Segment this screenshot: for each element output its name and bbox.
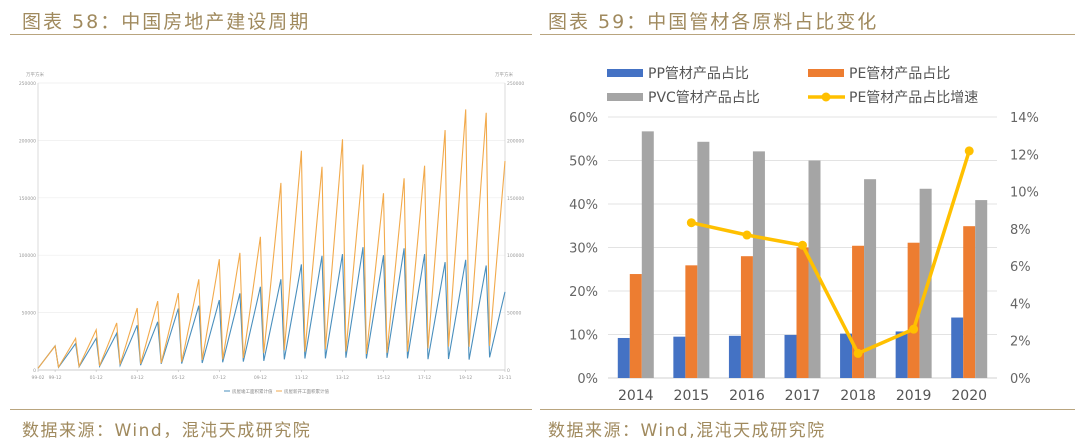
legend-marker	[821, 92, 831, 102]
y-tick-label-left: 50000	[22, 311, 36, 317]
left-title-divider	[10, 34, 532, 35]
y-tick-label-right: 2%	[1010, 335, 1031, 350]
line-marker	[853, 348, 863, 358]
bar-PVC管材产品占比-2019	[919, 188, 932, 378]
y-tick-label-right: 12%	[1010, 148, 1039, 163]
bar-PVC管材产品占比-2020	[975, 200, 988, 378]
x-tick-label: 09-12	[254, 375, 267, 381]
legend-label: PE管材产品占比	[849, 66, 950, 82]
bar-PP管材产品占比-2017	[784, 334, 797, 378]
legend-swatch	[607, 93, 643, 101]
y-tick-label-left: 60%	[569, 111, 598, 126]
right-figure-title: 图表 59：中国管材各原料占比变化	[548, 11, 879, 33]
x-tick-label: 2017	[785, 388, 821, 404]
right-source-note: 数据来源：Wind,混沌天成研究院	[548, 421, 826, 441]
y-tick-label-left: 0	[33, 368, 36, 374]
bar-PVC管材产品占比-2014	[641, 131, 654, 378]
x-tick-label: 21-11	[498, 375, 511, 381]
y-tick-label-right: 200000	[507, 138, 524, 144]
line-marker	[686, 218, 696, 228]
y-tick-label-right: 0	[507, 368, 510, 374]
left-source-divider	[10, 409, 532, 410]
line-marker	[798, 240, 807, 250]
bar-PE管材产品占比-2019	[907, 242, 920, 378]
y-tick-label-left: 40%	[569, 198, 598, 213]
series-line-pe-growth	[690, 150, 971, 356]
y-tick-label-left: 50%	[569, 155, 598, 170]
bar-PE管材产品占比-2020	[963, 226, 976, 378]
y-tick-label-right: 100000	[507, 253, 524, 259]
y-tick-label-right: 150000	[507, 196, 524, 202]
x-tick-label: 17-12	[418, 375, 431, 381]
x-tick-label: 01-12	[90, 375, 103, 381]
line-marker	[742, 230, 752, 240]
line-marker	[964, 146, 974, 156]
y-tick-label-left: 0%	[577, 372, 598, 387]
x-tick-label: 13-12	[336, 375, 349, 381]
x-tick-label: 15-12	[377, 375, 390, 381]
x-tick-label: 2015	[674, 388, 710, 404]
x-tick-label: 11-12	[295, 375, 308, 381]
y-tick-label-left: 10%	[569, 329, 598, 344]
bar-PP管材产品占比-2014	[617, 337, 630, 378]
y-tick-label-left: 20%	[569, 285, 598, 300]
bar-PP管材产品占比-2018	[840, 333, 853, 378]
y-tick-label-left: 100000	[19, 253, 36, 259]
bar-PE管材产品占比-2017	[796, 247, 809, 378]
y-axis-unit-right: 万平方米	[495, 71, 513, 78]
y-tick-label-right: 4%	[1010, 297, 1031, 312]
x-tick-label: 2016	[729, 388, 765, 404]
left-source-note: 数据来源：Wind，混沌天成研究院	[22, 421, 312, 441]
bar-PE管材产品占比-2014	[629, 274, 642, 378]
y-tick-label-right: 50000	[507, 311, 521, 317]
right-title-divider	[540, 34, 1075, 35]
x-tick-label: 2020	[951, 388, 987, 404]
legend-label: 房屋竣工面积累计值	[232, 388, 273, 395]
bar-PE管材产品占比-2016	[740, 256, 753, 378]
bar-PP管材产品占比-2020	[951, 317, 964, 378]
y-tick-label-right: 8%	[1010, 223, 1031, 238]
bar-PE管材产品占比-2018	[852, 245, 865, 378]
series-line-new-starts	[37, 109, 506, 369]
legend-label: PE管材产品占比增速	[849, 90, 978, 106]
line-marker	[909, 324, 919, 334]
x-tick-label: 99-12	[49, 375, 62, 381]
right-source-divider	[540, 409, 1075, 410]
y-tick-label-right: 250000	[507, 81, 524, 87]
y-axis-unit-left: 万平方米	[26, 71, 44, 78]
legend-swatch	[808, 69, 844, 77]
bar-PP管材产品占比-2016	[728, 335, 741, 378]
y-tick-label-left: 250000	[19, 81, 36, 87]
x-tick-label: 05-12	[172, 375, 185, 381]
y-tick-label-left: 150000	[19, 196, 36, 202]
bar-PE管材产品占比-2015	[685, 265, 698, 378]
x-tick-label: 2018	[840, 388, 876, 404]
legend-label: PP管材产品占比	[648, 66, 749, 82]
y-tick-label-right: 0%	[1010, 372, 1031, 387]
y-tick-label-right: 6%	[1010, 260, 1031, 275]
bar-PP管材产品占比-2015	[673, 336, 686, 378]
bar-PVC管材产品占比-2015	[697, 141, 710, 378]
y-tick-label-right: 14%	[1010, 111, 1039, 126]
x-tick-label: 19-12	[459, 375, 472, 381]
legend-label: PVC管材产品占比	[648, 90, 760, 106]
x-tick-label: 99-02	[31, 375, 44, 381]
legend-swatch	[607, 69, 643, 77]
y-tick-label-left: 30%	[569, 242, 598, 257]
x-tick-label: 2014	[618, 388, 654, 404]
x-tick-label: 03-12	[131, 375, 144, 381]
y-tick-label-right: 10%	[1010, 186, 1039, 201]
legend-label: 房屋新开工面积累计值	[284, 388, 329, 395]
bar-PVC管材产品占比-2018	[864, 179, 877, 378]
y-tick-label-left: 200000	[19, 138, 36, 144]
bar-PP管材产品占比-2019	[895, 331, 908, 378]
bar-PVC管材产品占比-2016	[752, 151, 765, 378]
x-tick-label: 07-12	[213, 375, 226, 381]
x-tick-label: 2019	[896, 388, 932, 404]
left-figure-title: 图表 58：中国房地产建设周期	[22, 11, 311, 33]
